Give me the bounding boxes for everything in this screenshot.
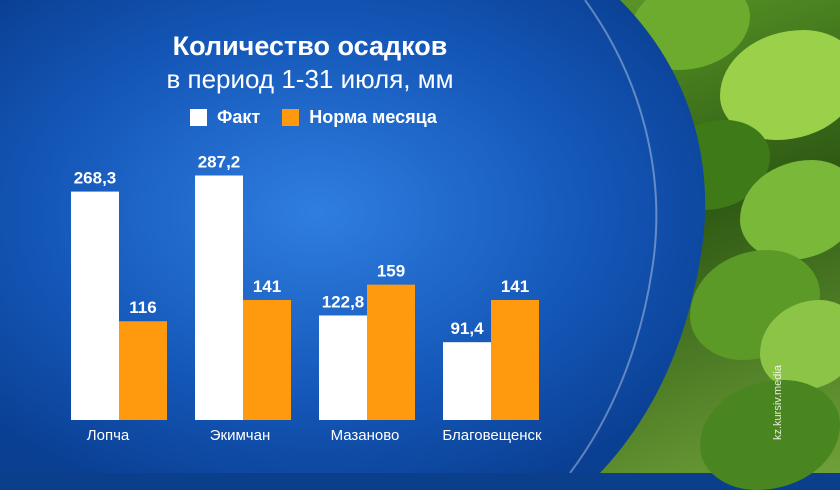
bar-norm <box>491 299 539 420</box>
bar-norm <box>119 321 167 420</box>
legend: Факт Норма месяца <box>190 107 459 128</box>
legend-item-norm: Норма месяца <box>282 107 437 128</box>
bar-norm <box>367 284 415 420</box>
data-label: 122,8 <box>322 292 365 311</box>
data-label: 141 <box>501 277 529 296</box>
bar-fact <box>71 191 119 420</box>
category-label: Мазаново <box>331 427 400 444</box>
category-label: Благовещенск <box>442 427 542 444</box>
bar-fact <box>443 342 491 420</box>
bar-chart: 268,3 287,2 122,8 91,4 116 141 159 141 Лопча Эким… <box>71 153 542 444</box>
bar-fact <box>319 315 367 420</box>
legend-label-fact: Факт <box>217 107 261 127</box>
data-label: 287,2 <box>198 153 241 172</box>
legend-item-fact: Факт <box>190 107 260 128</box>
legend-swatch-fact <box>190 109 207 126</box>
bar-norm <box>243 299 291 420</box>
legend-swatch-norm <box>282 109 300 126</box>
bar-fact <box>195 175 243 420</box>
watermark: kz.kursiv.media <box>772 365 784 440</box>
data-label: 159 <box>377 262 405 281</box>
legend-label-norm: Норма месяца <box>309 107 437 127</box>
chart-subtitle: в период 1-31 июля, мм <box>166 64 454 94</box>
chart-title: Количество осадков <box>172 31 448 61</box>
panel-arc <box>569 0 658 473</box>
category-label: Экимчан <box>210 427 270 444</box>
data-label: 141 <box>253 277 281 296</box>
data-label: 116 <box>129 298 156 317</box>
category-label: Лопча <box>87 427 130 444</box>
chart-panel: 268,3 287,2 122,8 91,4 116 141 159 141 Лопча Эким… <box>0 0 706 473</box>
data-label: 91,4 <box>450 319 484 338</box>
data-label: 268,3 <box>74 169 117 188</box>
